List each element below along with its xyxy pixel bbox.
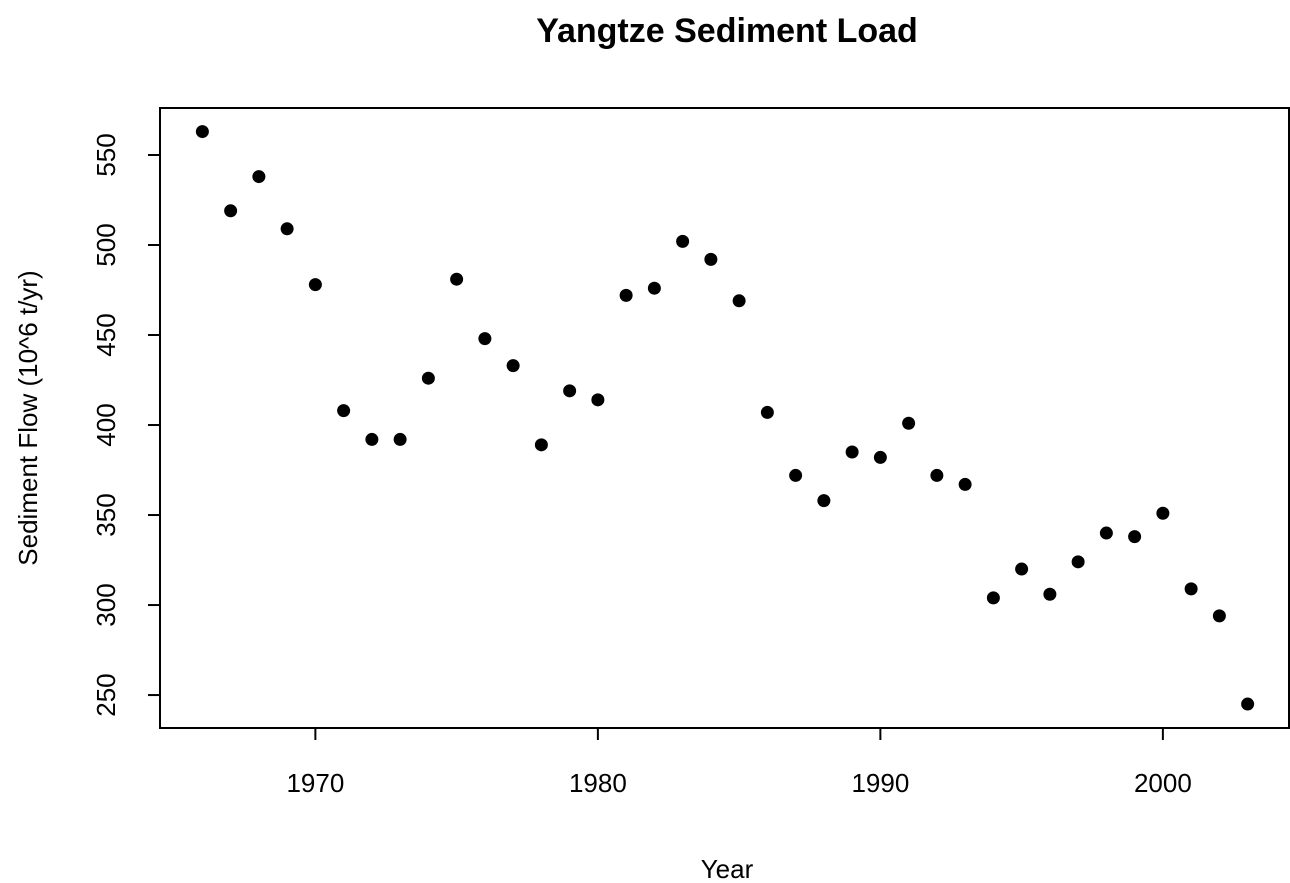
x-tick-label: 1970 — [286, 768, 344, 798]
point — [534, 438, 548, 452]
point — [619, 288, 633, 302]
point — [1043, 587, 1057, 601]
point — [1184, 582, 1198, 596]
point — [506, 359, 520, 373]
y-tick-label: 550 — [91, 133, 121, 176]
point — [1241, 697, 1255, 711]
y-tick-label: 250 — [91, 673, 121, 716]
point — [195, 125, 209, 139]
point — [676, 234, 690, 248]
point — [902, 416, 916, 430]
plot-frame — [159, 107, 1290, 729]
point — [789, 468, 803, 482]
x-tick-label: 1990 — [851, 768, 909, 798]
point — [337, 404, 351, 418]
point — [845, 445, 859, 459]
y-axis-title: Sediment Flow (10^6 t/yr) — [13, 270, 43, 565]
point — [760, 405, 774, 419]
point — [1015, 562, 1029, 576]
y-tick-label: 450 — [91, 313, 121, 356]
point — [732, 294, 746, 308]
point — [1156, 506, 1170, 520]
x-axis-title: Year — [701, 854, 754, 883]
y-tick-label: 350 — [91, 493, 121, 536]
point — [280, 222, 294, 236]
y-tick-label: 300 — [91, 583, 121, 626]
point — [563, 384, 577, 398]
point — [478, 332, 492, 346]
point — [591, 393, 605, 407]
point — [365, 432, 379, 446]
point — [308, 278, 322, 292]
y-tick-label: 400 — [91, 403, 121, 446]
point — [1071, 555, 1085, 569]
chart-title: Yangtze Sediment Load — [536, 12, 918, 50]
point — [986, 591, 1000, 605]
x-tick-label: 1980 — [569, 768, 627, 798]
point — [421, 371, 435, 385]
point — [450, 272, 464, 286]
point — [873, 450, 887, 464]
point — [1128, 530, 1142, 544]
point — [704, 252, 718, 266]
point — [958, 477, 972, 491]
point — [1099, 526, 1113, 540]
point — [647, 281, 661, 295]
point — [224, 204, 238, 218]
y-tick-label: 500 — [91, 223, 121, 266]
point — [930, 468, 944, 482]
point — [1212, 609, 1226, 623]
point — [817, 494, 831, 508]
x-tick-label: 2000 — [1134, 768, 1192, 798]
point — [252, 170, 266, 184]
point — [393, 432, 407, 446]
